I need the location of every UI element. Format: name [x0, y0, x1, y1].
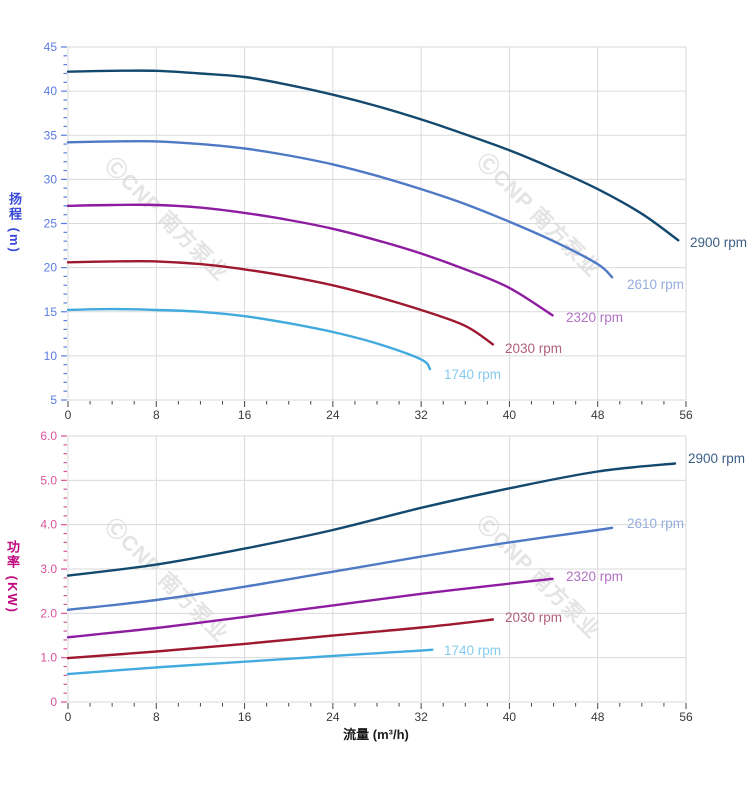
svg-text:24: 24 — [326, 710, 340, 724]
curve-label-1740-rpm: 1740 rpm — [444, 367, 501, 382]
svg-text:48: 48 — [591, 408, 605, 422]
curve-label-2030-rpm: 2030 rpm — [505, 610, 562, 625]
flow-axis-title: 流量 (m³/h) — [343, 727, 409, 742]
svg-text:1.0: 1.0 — [40, 651, 57, 665]
svg-text:2.0: 2.0 — [40, 606, 57, 620]
svg-text:40: 40 — [44, 84, 58, 98]
power-axis-title: 功率 (KW) — [5, 540, 20, 614]
svg-text:0: 0 — [65, 710, 72, 724]
svg-text:16: 16 — [238, 710, 252, 724]
svg-text:8: 8 — [153, 710, 160, 724]
curve-label-2320-rpm: 2320 rpm — [566, 569, 623, 584]
curve-2320-rpm — [66, 203, 554, 317]
svg-text:0: 0 — [50, 695, 57, 709]
svg-text:56: 56 — [679, 710, 693, 724]
curve-label-2900-rpm: 2900 rpm — [690, 235, 747, 250]
svg-text:56: 56 — [679, 408, 693, 422]
svg-text:40: 40 — [503, 408, 517, 422]
svg-text:10: 10 — [44, 349, 58, 363]
curve-2610-rpm — [66, 139, 614, 279]
svg-text:20: 20 — [44, 261, 58, 275]
curve-label-1740-rpm: 1740 rpm — [444, 643, 501, 658]
curve-1740-rpm — [66, 648, 434, 676]
curve-label-2610-rpm: 2610 rpm — [627, 277, 684, 292]
curve-2900-rpm — [66, 462, 677, 577]
curve-label-2900-rpm: 2900 rpm — [688, 451, 745, 466]
svg-text:25: 25 — [44, 217, 58, 231]
svg-text:0: 0 — [65, 408, 72, 422]
svg-text:6.0: 6.0 — [40, 429, 57, 443]
curve-label-2610-rpm: 2610 rpm — [627, 516, 684, 531]
svg-text:3.0: 3.0 — [40, 562, 57, 576]
svg-text:5.0: 5.0 — [40, 473, 57, 487]
curve-label-2030-rpm: 2030 rpm — [505, 341, 562, 356]
svg-text:8: 8 — [153, 408, 160, 422]
head-axis-title: 扬程 (m) — [7, 192, 22, 254]
svg-text:5: 5 — [50, 393, 57, 407]
svg-text:30: 30 — [44, 172, 58, 186]
svg-text:15: 15 — [44, 305, 58, 319]
svg-text:32: 32 — [414, 710, 428, 724]
svg-text:48: 48 — [591, 710, 605, 724]
svg-text:40: 40 — [503, 710, 517, 724]
curve-2030-rpm — [66, 618, 495, 660]
svg-text:32: 32 — [414, 408, 428, 422]
curve-2900-rpm — [66, 69, 680, 242]
svg-text:35: 35 — [44, 128, 58, 142]
curve-2320-rpm — [66, 577, 554, 639]
curve-2030-rpm — [66, 259, 495, 346]
svg-text:16: 16 — [238, 408, 252, 422]
curve-label-2320-rpm: 2320 rpm — [566, 310, 623, 325]
curve-2610-rpm — [66, 526, 614, 611]
curve-1740-rpm — [66, 307, 432, 371]
svg-text:4.0: 4.0 — [40, 518, 57, 532]
svg-text:24: 24 — [326, 408, 340, 422]
svg-text:45: 45 — [44, 40, 58, 54]
